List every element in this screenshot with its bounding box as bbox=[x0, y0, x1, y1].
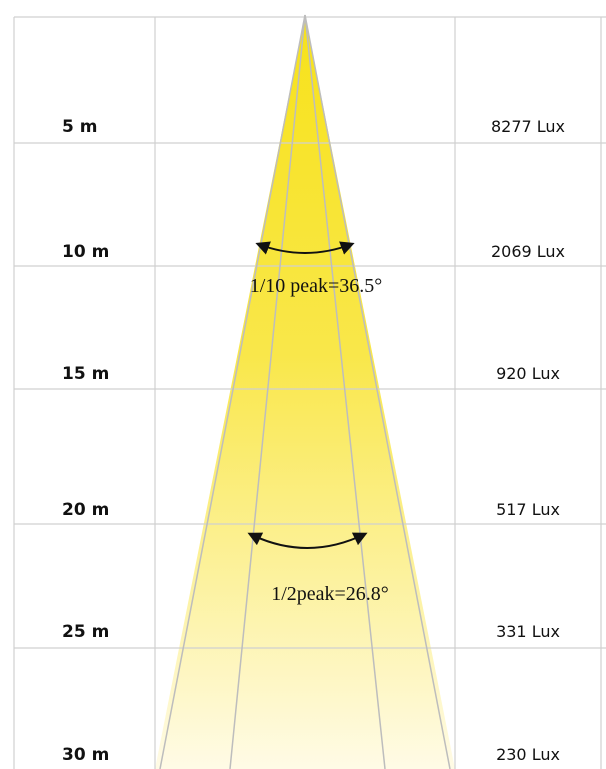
distance-label: 15 m bbox=[62, 364, 109, 384]
beam-angle-label: 1/10 peak=36.5° bbox=[250, 275, 383, 297]
beam-diagram: 1/10 peak=36.5° 1/2peak=26.8° 5 m 8277 Lu… bbox=[0, 0, 606, 769]
beam-angle-label: 1/2peak=26.8° bbox=[271, 583, 389, 605]
illuminance-label: 230 Lux bbox=[496, 745, 560, 764]
illuminance-label: 331 Lux bbox=[496, 622, 560, 641]
distance-label: 30 m bbox=[62, 745, 109, 765]
illuminance-label: 517 Lux bbox=[496, 500, 560, 519]
distance-label: 20 m bbox=[62, 500, 109, 520]
distance-label: 25 m bbox=[62, 622, 109, 642]
illuminance-label: 8277 Lux bbox=[491, 117, 565, 136]
light-cone bbox=[155, 15, 455, 769]
distance-label: 5 m bbox=[62, 117, 97, 137]
illuminance-label: 920 Lux bbox=[496, 364, 560, 383]
distance-label: 10 m bbox=[62, 242, 109, 262]
illuminance-label: 2069 Lux bbox=[491, 242, 565, 261]
